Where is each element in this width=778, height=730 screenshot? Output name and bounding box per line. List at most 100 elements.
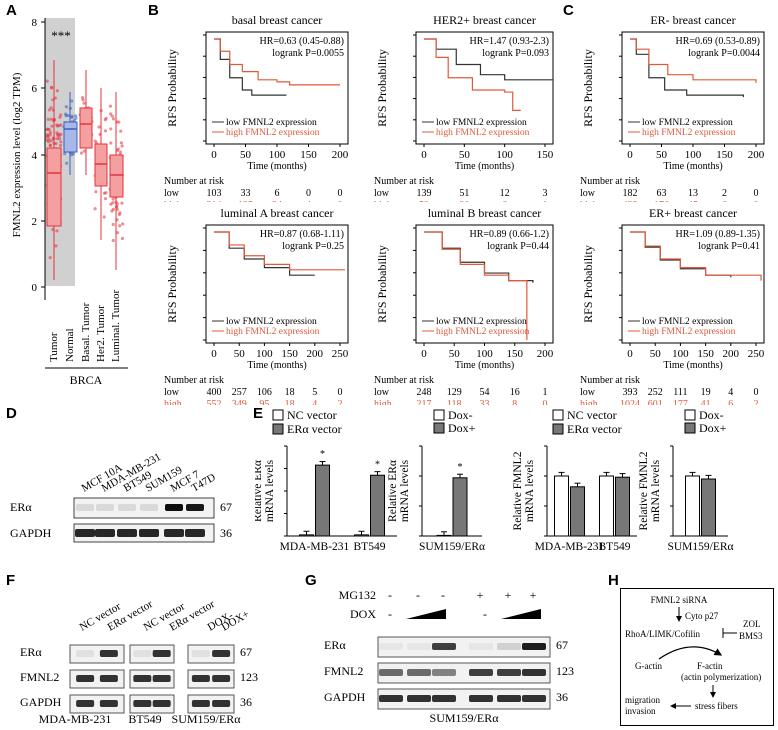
km-plot-5: ER+ breast cancer RFS Probability 0 50 100 15…: [580, 206, 765, 405]
km-risk-high: 349: [232, 399, 247, 405]
a-data-point: [117, 212, 121, 217]
f-blot-box: [187, 694, 235, 714]
km-risk-high: 2: [754, 399, 759, 405]
km-risk-high: 6: [502, 200, 507, 202]
a-data-point: [111, 222, 115, 227]
km-frame: [621, 224, 765, 344]
panel-d-western: MCF 10A MDA-MB-231 BT549 SUM159 MCF 7 T47D ER…: [8, 410, 248, 550]
f-blot-box: [69, 644, 125, 664]
g-signs: - - - + + + - -: [388, 588, 537, 621]
e-bar: [685, 475, 700, 537]
panel-label-d: D: [6, 405, 17, 422]
km-xtick-label: 150: [537, 149, 554, 161]
km-xtick-label: 150: [697, 348, 714, 360]
km-risk-low: 18: [285, 387, 295, 398]
f-band: [133, 700, 152, 707]
a-data-point: [74, 114, 78, 118]
km-xtick-label: 100: [672, 348, 689, 360]
km-pvalue: logrank P=0.093: [482, 48, 549, 59]
km-number-at-risk: Number at risk: [580, 176, 640, 187]
basal-box: [79, 107, 93, 149]
a-data-point: [94, 190, 98, 194]
e-bar: [570, 486, 585, 537]
a-group-label: Tumor: [48, 332, 60, 362]
km-pvalue: logrank P=0.0044: [688, 48, 760, 59]
a-data-point: [65, 161, 69, 165]
panel-g-western: MG132 DOX - - - + + + - - ERα FMNL2 GAPDH 67 12…: [318, 575, 608, 725]
d-row-label: GAPDH: [10, 526, 52, 540]
a-data-point: [111, 117, 116, 121]
e-ylabel: mRNA levels: [650, 459, 662, 522]
f-blot-box: [69, 669, 125, 689]
km-xtick-label: 100: [476, 348, 493, 360]
km-legend-low: low FMNL2 expression: [226, 118, 317, 128]
h-node-actin-polym: (actin polymerization): [681, 672, 761, 682]
km-title: basal breast cancer: [232, 13, 323, 27]
km-hr: HR=0.89 (0.66-1.2): [469, 229, 549, 240]
a-data-point: [119, 129, 123, 133]
km-risk-low: 103: [207, 188, 222, 199]
km-risk-low: 400: [207, 387, 222, 398]
f-row-label: ERα: [20, 645, 42, 659]
km-risk-high: 0: [754, 200, 759, 202]
e-category-label: SUM159/ERα: [667, 541, 733, 553]
a-data-point: [58, 143, 63, 148]
f-blot-box: [187, 669, 235, 689]
f-band: [76, 650, 95, 657]
a-data-point: [50, 85, 54, 89]
km-xtick-label: 150: [300, 149, 317, 161]
g-band: [522, 643, 546, 650]
km-risk-high: 59: [419, 200, 429, 202]
km-risk-low: 0: [338, 188, 343, 199]
f-band: [152, 675, 171, 682]
e-ylabel: mRNA levels: [264, 459, 276, 522]
panel-e-bar-charts: Relative ERα mRNA levels*MDA-MB-231*BT549…: [255, 408, 734, 553]
g-dox-label: DOX: [350, 607, 376, 621]
km-ylabel: RFS Probability: [165, 245, 179, 323]
km-xtick-label: 50: [459, 149, 471, 161]
a-data-point: [55, 137, 59, 141]
a-data-point: [93, 207, 97, 211]
km-risk-high: 0: [338, 200, 343, 202]
e-legend-swatch: [433, 422, 445, 434]
km-risk-low-label: low: [374, 387, 390, 398]
f-row-label: GAPDH: [20, 695, 62, 709]
km-risk-high: 0: [543, 399, 548, 405]
a-data-point: [102, 215, 106, 219]
km-risk-low-label: low: [164, 387, 180, 398]
km-curve-high: [214, 231, 346, 271]
km-number-at-risk: Number at risk: [374, 176, 434, 187]
panel-label-g: G: [305, 572, 317, 589]
km-number-at-risk: Number at risk: [580, 375, 640, 386]
km-legend-high: high FMNL2 expression: [436, 327, 530, 337]
km-legend-high: high FMNL2 expression: [436, 128, 530, 138]
km-xlabel: Time (months): [663, 360, 722, 371]
km-xlabel: Time (months): [247, 360, 306, 371]
e-category-label: SUM159/ERα: [419, 541, 485, 553]
e-bar: [354, 534, 369, 537]
km-risk-high: 176: [654, 200, 669, 202]
d-band-era: [96, 504, 114, 511]
km-risk-high-label: high: [374, 200, 392, 202]
g-mg132-sign: +: [505, 588, 512, 602]
a-data-point: [50, 124, 54, 128]
a-data-point: [119, 141, 124, 145]
km-xtick-label: 250: [748, 348, 765, 360]
km-xlabel: Time (months): [455, 161, 514, 172]
km-ylabel: RFS Probability: [581, 245, 595, 323]
h-node-zol: ZOL: [743, 619, 761, 629]
a-data-point: [49, 139, 53, 143]
g-row-label: FMNL2: [324, 664, 363, 678]
g-blot-box: [377, 636, 551, 658]
km-risk-high-label: high: [580, 399, 598, 405]
km-risk-high: 20: [459, 200, 469, 202]
e-legend-swatch: [552, 423, 564, 435]
e-legend-swatch: [684, 422, 696, 434]
km-pvalue: logrank P=0.0055: [272, 48, 344, 59]
g-band: [497, 643, 521, 650]
km-xtick-label: 200: [537, 348, 554, 360]
e-legend-swatch: [433, 409, 445, 421]
km-risk-high: 18: [285, 399, 295, 405]
f-band: [99, 675, 118, 682]
